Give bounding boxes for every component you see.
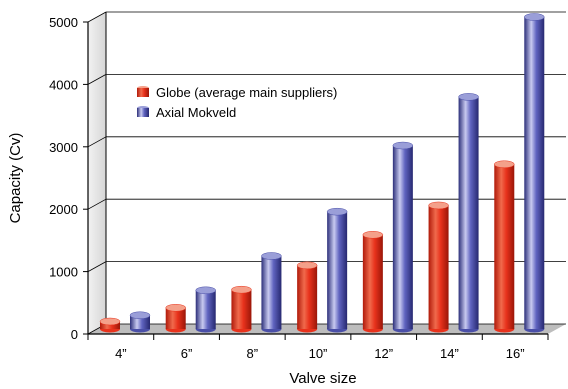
bar-globe <box>494 160 515 333</box>
bar-axial <box>129 311 151 333</box>
legend-item-axial: Axial Mokveld <box>137 105 236 120</box>
gridline-diagonal <box>87 261 107 272</box>
bar-axial <box>195 286 216 333</box>
bar-globe <box>99 317 121 333</box>
y-tick-label: 5000 <box>49 15 78 30</box>
x-tick-label: 8” <box>247 346 259 361</box>
x-tick-label: 6” <box>181 346 193 361</box>
bar-globe <box>165 304 186 333</box>
bar-globe <box>362 231 384 333</box>
gridline-diagonal <box>87 136 107 148</box>
bar-axial <box>261 252 282 333</box>
y-axis-title: Capacity (Cv) <box>7 133 24 224</box>
legend: Globe (average main suppliers) Axial Mokv… <box>137 85 337 120</box>
y-tick-label: 4000 <box>49 77 78 92</box>
y-tick-label: 1000 <box>49 265 78 280</box>
left-wall <box>88 12 106 334</box>
legend-swatch <box>137 88 149 97</box>
bar-axial <box>392 141 414 333</box>
x-tick-label: 16” <box>506 346 525 361</box>
gridline-diagonal <box>87 11 107 23</box>
legend-label: Axial Mokveld <box>156 105 236 120</box>
y-axis: 0 1000 2000 3000 4000 5000 <box>49 12 107 342</box>
bar-axial <box>326 207 348 333</box>
x-tick-label: 14” <box>440 346 459 361</box>
gridline-diagonal <box>87 198 107 210</box>
bar-axial <box>524 13 545 333</box>
x-tick-label: 12” <box>374 346 393 361</box>
legend-label: Globe (average main suppliers) <box>156 85 337 100</box>
bar-globe <box>428 201 449 333</box>
y-tick-label: 3000 <box>49 140 78 155</box>
bar-globe <box>296 261 318 333</box>
legend-swatch <box>137 108 149 117</box>
x-axis-title: Valve size <box>289 370 356 387</box>
x-tick-label: 4” <box>115 346 127 361</box>
gridline-diagonal <box>87 74 107 85</box>
bar-globe <box>231 285 252 333</box>
y-tick-label: 0 <box>71 327 78 342</box>
bars <box>99 13 545 333</box>
bar-axial <box>458 93 479 333</box>
x-axis: 4” 6” 8” 10” 12” 14” 16” <box>87 333 549 361</box>
y-tick-label: 2000 <box>49 202 78 217</box>
x-tick-label: 10” <box>309 346 328 361</box>
legend-item-globe: Globe (average main suppliers) <box>137 85 337 100</box>
